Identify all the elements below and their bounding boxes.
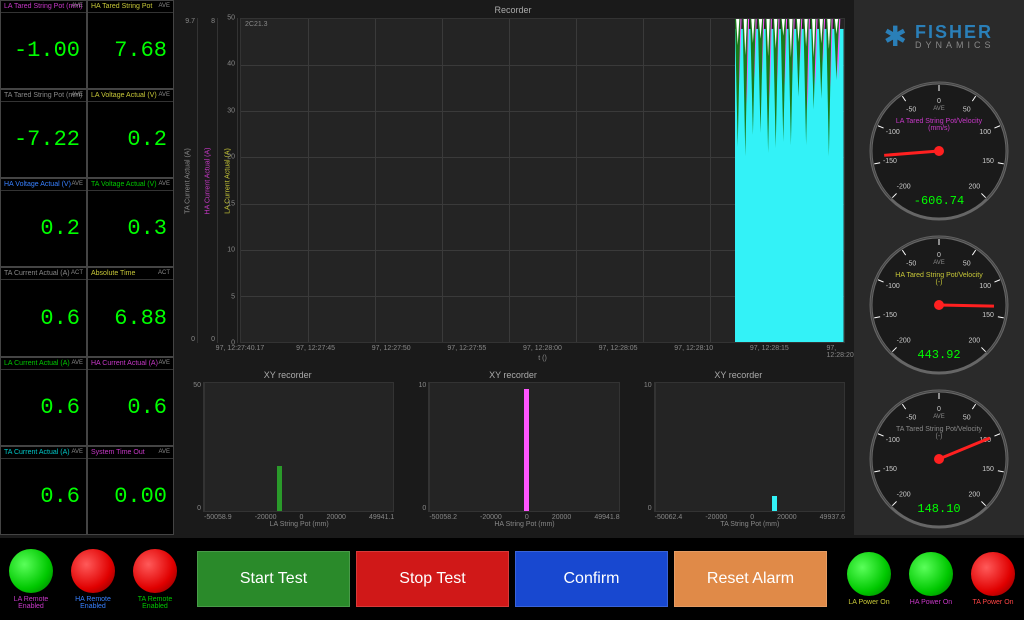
indicator-ha-remote-enabled: HA Remote Enabled: [62, 549, 124, 610]
readout-11: System Time Out AVE 0.00: [87, 446, 174, 535]
gauge-1: -200-150-100-50050100150200 AVE HA Tared…: [864, 230, 1014, 380]
indicator-light: [133, 549, 177, 593]
xy-recorder-1: XY recorder HA Current Actual (A) 0 10 -…: [403, 368, 622, 534]
readout-value: 0.6: [1, 370, 86, 445]
svg-text:0: 0: [937, 252, 941, 259]
readout-0: LA Tared String Pot (mm) AVE -1.00: [0, 0, 87, 89]
xy-recorders: XY recorder LA Current Actual (A) 0 50 -…: [178, 368, 848, 534]
svg-text:-200: -200: [897, 183, 911, 190]
brand-logo: ✱ FISHER DYNAMICS: [854, 0, 1024, 72]
logo-icon: ✱: [884, 20, 907, 53]
readout-value: 0.6: [1, 459, 86, 534]
readout-3: LA Voltage Actual (V) AVE 0.2: [87, 89, 174, 178]
readout-value: 0.2: [88, 102, 173, 177]
gauge-2: -200-150-100-50050100150200 AVE TA Tared…: [864, 384, 1014, 534]
readout-value: 7.68: [88, 13, 173, 88]
indicator-ta-power-on: TA Power On: [962, 552, 1024, 606]
readout-value: 6.88: [88, 280, 173, 355]
svg-text:-200: -200: [897, 491, 911, 498]
recorder-chart: Recorder TA Current Actual (A)09.7HA Cur…: [178, 3, 848, 363]
svg-text:0: 0: [937, 406, 941, 413]
readout-8: LA Current Actual (A) AVE 0.6: [0, 357, 87, 446]
readout-tag: AVE: [158, 181, 170, 187]
readout-value: 0.6: [1, 280, 86, 355]
svg-text:-150: -150: [883, 312, 897, 319]
logo-text-1: FISHER: [915, 23, 995, 41]
recorder-xaxis: 97, 12:27:40.1797, 12:27:4597, 12:27:509…: [240, 345, 845, 360]
readout-value: -7.22: [1, 102, 86, 177]
indicator-light: [971, 552, 1015, 596]
svg-text:150: 150: [982, 312, 994, 319]
readout-5: TA Voltage Actual (V) AVE 0.3: [87, 178, 174, 267]
readout-value: 0.00: [88, 459, 173, 534]
logo-text-2: DYNAMICS: [915, 41, 995, 50]
readout-grid: LA Tared String Pot (mm) AVE -1.00HA Tar…: [0, 0, 174, 535]
svg-text:200: 200: [969, 337, 981, 344]
readout-4: HA Voltage Actual (V) AVE 0.2: [0, 178, 87, 267]
readout-tag: AVE: [71, 3, 83, 9]
readout-6: TA Current Actual (A) ACT 0.6: [0, 267, 87, 356]
bottom-bar: LA Remote EnabledHA Remote EnabledTA Rem…: [0, 538, 1024, 620]
start-test-button[interactable]: Start Test: [197, 551, 350, 607]
readout-1: HA Tared String Pot AVE 7.68: [87, 0, 174, 89]
readout-value: -1.00: [1, 13, 86, 88]
svg-text:-150: -150: [883, 158, 897, 165]
readout-tag: ACT: [158, 270, 170, 276]
svg-text:200: 200: [969, 491, 981, 498]
indicator-ta-remote-enabled: TA Remote Enabled: [124, 549, 186, 610]
svg-text:150: 150: [982, 158, 994, 165]
readout-tag: AVE: [71, 449, 83, 455]
xy-recorder-0: XY recorder LA Current Actual (A) 0 50 -…: [178, 368, 397, 534]
readout-tag: AVE: [158, 3, 170, 9]
readout-7: Absolute Time ACT 6.88: [87, 267, 174, 356]
stop-test-button[interactable]: Stop Test: [356, 551, 509, 607]
indicator-light: [9, 549, 53, 593]
reset-alarm-button[interactable]: Reset Alarm: [674, 551, 827, 607]
readout-tag: AVE: [71, 181, 83, 187]
svg-text:0: 0: [937, 98, 941, 105]
xy-recorder-2: XY recorder TA Current Actual (A) 0 10 -…: [629, 368, 848, 534]
readout-tag: AVE: [158, 449, 170, 455]
right-panel: ✱ FISHER DYNAMICS -200-150-100-500501001…: [854, 0, 1024, 535]
recorder-title: Recorder: [178, 3, 848, 17]
gauge-0: -200-150-100-50050100150200 AVE LA Tared…: [864, 76, 1014, 226]
readout-tag: ACT: [71, 270, 83, 276]
readout-tag: AVE: [71, 92, 83, 98]
indicator-la-remote-enabled: LA Remote Enabled: [0, 549, 62, 610]
indicator-ha-power-on: HA Power On: [900, 552, 962, 606]
recorder-plot-area: 2C21.3: [240, 18, 845, 343]
readout-value: 0.6: [88, 370, 173, 445]
svg-text:200: 200: [969, 183, 981, 190]
indicator-light: [847, 552, 891, 596]
readout-tag: AVE: [158, 92, 170, 98]
svg-text:150: 150: [982, 466, 994, 473]
readout-10: TA Current Actual (A) AVE 0.6: [0, 446, 87, 535]
readout-2: TA Tared String Pot (mm) AVE -7.22: [0, 89, 87, 178]
indicator-la-power-on: LA Power On: [838, 552, 900, 606]
readout-value: 0.2: [1, 191, 86, 266]
confirm-button[interactable]: Confirm: [515, 551, 668, 607]
readout-tag: AVE: [71, 360, 83, 366]
readout-value: 0.3: [88, 191, 173, 266]
svg-text:-200: -200: [897, 337, 911, 344]
readout-tag: AVE: [158, 360, 170, 366]
indicator-light: [71, 549, 115, 593]
indicator-light: [909, 552, 953, 596]
readout-9: HA Current Actual (A) AVE 0.6: [87, 357, 174, 446]
svg-text:-150: -150: [883, 466, 897, 473]
